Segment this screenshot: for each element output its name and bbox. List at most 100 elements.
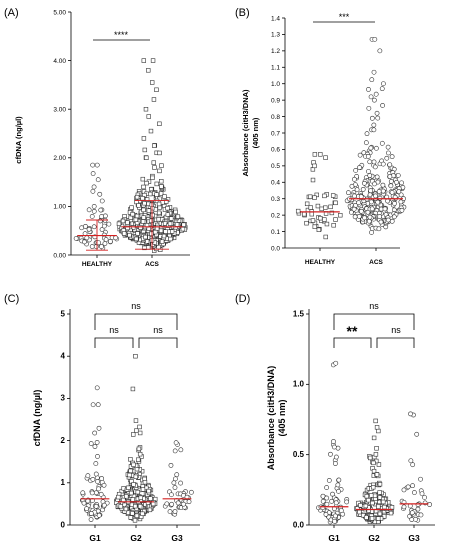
data-point: [154, 181, 159, 187]
data-point: [382, 206, 388, 212]
data-point: [372, 164, 378, 170]
data-point: [135, 231, 140, 236]
data-point: [128, 515, 133, 520]
data-point: [132, 518, 138, 523]
data-point: [409, 517, 415, 522]
data-point: [320, 493, 326, 499]
data-point: [91, 184, 97, 190]
data-point: [419, 491, 425, 497]
data-point: [171, 480, 177, 486]
y-axis-label-d: Absorbance (citH3/DNA): [266, 366, 276, 471]
data-point: [84, 506, 90, 512]
data-point: [363, 140, 369, 146]
data-point: [129, 205, 134, 210]
data-point: [136, 446, 142, 452]
data-point: [95, 177, 101, 183]
data-point: [399, 207, 405, 213]
data-point: [138, 495, 143, 500]
data-point: [142, 480, 148, 485]
data-point: [131, 462, 136, 467]
data-point: [101, 482, 107, 488]
y-tick-label: 0: [61, 520, 66, 529]
y-tick-label: 0.4: [271, 180, 280, 187]
data-point: [371, 435, 377, 441]
data-point: [102, 213, 108, 219]
y-tick-label: 1.0: [271, 81, 280, 88]
data-point: [302, 212, 307, 217]
data-point: [367, 455, 373, 461]
data-point: [396, 189, 402, 195]
data-point: [175, 214, 181, 219]
data-point: [178, 447, 184, 453]
bracket-g1-g3-d: [333, 313, 415, 330]
y-tick-label: 2.00: [53, 155, 66, 162]
y-tick-label: 4.00: [53, 58, 66, 65]
data-point: [146, 488, 151, 494]
data-point: [89, 214, 95, 219]
data-point: [168, 236, 173, 242]
data-point: [389, 505, 395, 510]
y-tick-label: 0.1: [271, 229, 280, 236]
data-point: [310, 218, 316, 223]
x-tick-acs-a: ACS: [145, 261, 159, 268]
y-axis-label-d-line2: (405 nm): [277, 399, 287, 436]
data-point: [147, 191, 153, 197]
x-tick-healthy-b: HEALTHY: [305, 259, 336, 266]
data-point: [156, 244, 161, 250]
data-point: [168, 492, 174, 498]
data-point: [164, 199, 169, 204]
data-point: [366, 87, 371, 92]
data-point: [332, 513, 338, 519]
data-point: [131, 225, 136, 230]
data-point: [159, 239, 165, 244]
data-point: [128, 468, 133, 474]
panel-a: (A) cfDNA (ng/µl) 0.00 1.00 2.00 3.00 4.00 5.…: [4, 7, 190, 268]
data-point: [377, 214, 383, 219]
data-point: [371, 69, 377, 75]
data-point: [375, 115, 381, 121]
data-point: [418, 512, 424, 518]
data-point: [408, 411, 413, 417]
data-point: [96, 240, 101, 246]
data-point: [364, 493, 369, 499]
x-tick-g2-d: G2: [368, 533, 380, 543]
data-point: [86, 207, 92, 213]
data-point: [378, 219, 384, 225]
data-point: [401, 487, 407, 493]
data-point: [380, 103, 385, 108]
panel-b: (B) Absorbance (citH3/DNA) (405 nm) 0.0 0…: [235, 7, 407, 266]
data-point: [312, 224, 317, 229]
data-point: [371, 485, 376, 490]
data-point: [134, 194, 140, 200]
data-point: [89, 490, 95, 496]
data-point: [143, 234, 148, 240]
data-point: [99, 198, 105, 204]
y-tick-label: 1.5: [293, 309, 305, 318]
data-point: [372, 36, 378, 42]
data-point: [101, 502, 107, 508]
data-point: [415, 502, 421, 508]
data-point: [330, 491, 335, 497]
panel-label-a: (A): [4, 7, 19, 19]
data-point: [373, 145, 379, 151]
data-point: [124, 494, 129, 499]
data-point: [368, 145, 374, 151]
data-point: [93, 471, 99, 477]
data-point: [125, 225, 130, 231]
data-point: [414, 431, 420, 437]
data-point: [318, 215, 323, 221]
data-point: [86, 226, 92, 232]
data-point: [181, 222, 186, 227]
data-point: [418, 476, 423, 482]
data-point: [80, 490, 86, 496]
panel-label-c: (C): [4, 293, 19, 305]
data-point: [376, 516, 381, 521]
y-tick-label: 0.0: [293, 520, 305, 529]
data-point: [169, 501, 175, 507]
panel-label-b: (B): [235, 7, 250, 19]
x-tick-g1-d: G1: [328, 533, 340, 543]
data-point: [178, 480, 183, 486]
data-point: [103, 237, 109, 242]
data-point: [333, 200, 338, 206]
data-point: [158, 191, 164, 196]
